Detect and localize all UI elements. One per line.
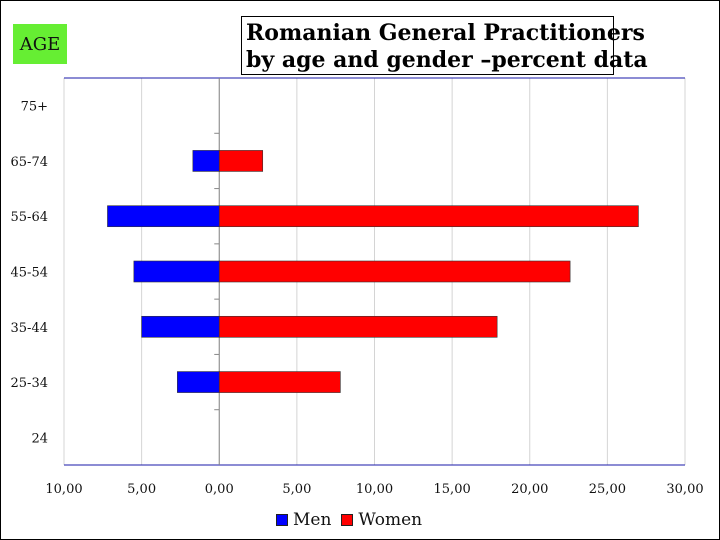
bar-women-35-44 — [218, 315, 498, 338]
legend-label-men: Men — [293, 510, 332, 530]
x-tick-label-8: 30,00 — [666, 482, 703, 497]
bar-women-45-54 — [218, 260, 571, 283]
legend-swatch-women — [341, 514, 354, 526]
y-tick-label-35-44: 35-44 — [11, 321, 48, 336]
y-tick-label-45-54: 45-54 — [11, 266, 48, 281]
x-tick-label-4: 10,00 — [356, 482, 393, 497]
legend-item-men: Men — [276, 510, 331, 530]
y-tick-label-65-74: 65-74 — [11, 155, 48, 170]
bar-women-55-64 — [218, 205, 639, 228]
bar-men-55-64 — [107, 205, 220, 228]
chart-title: Romanian General Practitioners by age an… — [241, 16, 648, 75]
y-tick-label-25-34: 25-34 — [11, 376, 48, 391]
bar-women-65-74 — [218, 150, 264, 172]
legend-swatch-men — [276, 514, 288, 526]
y-tick-label-75: 75+ — [21, 100, 48, 115]
x-tick-label-6: 20,00 — [511, 482, 548, 497]
x-tick-label-1: 5,00 — [127, 482, 156, 497]
legend-label-women: Women — [358, 510, 423, 530]
x-tick-label-0: 10,00 — [45, 482, 82, 497]
chart-title-line-2: by age and gender –percent data — [246, 47, 648, 73]
bar-men-25-34 — [177, 371, 220, 393]
legend: Men Women — [276, 508, 432, 532]
x-tick-label-2: 0,00 — [205, 482, 234, 497]
x-tick-label-7: 25,00 — [589, 482, 626, 497]
age-badge: AGE — [13, 24, 67, 64]
x-tick-label-3: 5,00 — [282, 482, 311, 497]
legend-item-women: Women — [341, 510, 422, 530]
bar-men-45-54 — [133, 260, 220, 283]
bar-men-65-74 — [192, 150, 220, 172]
x-tick-label-5: 15,00 — [434, 482, 471, 497]
y-tick-label-24: 24 — [31, 431, 48, 446]
y-tick-label-55-64: 55-64 — [11, 210, 48, 225]
bar-women-25-34 — [218, 371, 341, 393]
bar-men-35-44 — [141, 315, 220, 338]
chart-title-line-1: Romanian General Practitioners — [246, 20, 645, 46]
age-badge-label: AGE — [19, 33, 61, 55]
